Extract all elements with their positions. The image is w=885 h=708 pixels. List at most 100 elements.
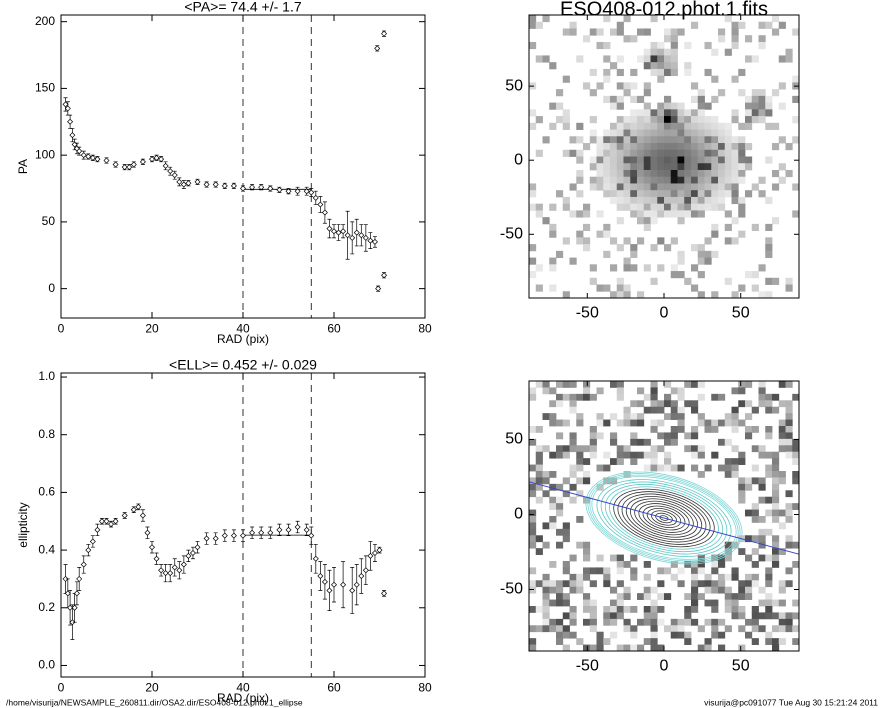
image-pixel [630,567,638,575]
image-pixel [778,445,786,453]
image-pixel [657,41,665,50]
data-point [108,521,115,528]
image-pixel [670,41,678,50]
image-pixel [711,122,719,130]
data-point [180,181,187,188]
image-pixel [556,419,564,427]
image-pixel [576,451,584,459]
image-pixel [718,129,726,137]
image-pixel [792,625,800,633]
image-pixel [664,593,672,600]
data-point [94,156,101,163]
image-pixel [616,612,624,620]
image-pixel [664,210,672,218]
image-pixel [711,618,719,626]
image-pixel [684,169,692,178]
data-point [94,526,101,533]
image-pixel [738,381,746,388]
image-pixel [704,136,712,144]
image-pixel [583,458,591,465]
image-pixel [731,149,739,157]
image-pixel [684,136,692,144]
x-tick-label: -50 [576,657,599,674]
image-pixel [556,631,564,639]
image-pixel [657,122,665,130]
image-pixel [731,190,739,198]
image-pixel [650,400,658,408]
image-pixel [583,606,591,613]
image-pixel [583,567,591,575]
image-pixel [785,284,793,292]
image-pixel [731,445,739,453]
data-point [126,164,133,171]
image-pixel [589,644,597,652]
x-tick-label: 20 [145,681,159,695]
image-pixel [535,426,543,433]
image-pixel [738,143,746,151]
image-pixel [603,573,611,581]
image-pixel [711,169,719,178]
image-pixel [569,631,577,639]
image-pixel [691,618,699,626]
image-pixel [704,250,712,258]
image-pixel [650,612,658,620]
image-pixel [562,599,570,607]
image-pixel [535,464,543,472]
image-pixel [711,143,719,151]
image-pixel [738,612,746,620]
image-pixel [616,102,624,110]
image-pixel [751,516,759,523]
image-pixel [616,122,624,130]
image-pixel [616,567,624,575]
image-pixel [704,580,712,588]
image-pixel [670,464,678,472]
image-pixel [562,580,570,588]
image-pixel [529,528,537,536]
image-pixel [792,183,800,191]
image-pixel [610,143,618,151]
image-pixel [542,55,550,63]
image-pixel [670,143,678,151]
image-pixel [616,68,624,77]
image-pixel [691,464,699,472]
image-pixel [576,573,584,581]
image-pixel [556,496,564,504]
image-pixel [569,432,577,440]
image-pixel [657,203,665,211]
image-pixel [664,143,672,151]
image-pixel [765,599,773,607]
image-pixel [778,638,786,645]
image-pixel [670,109,678,117]
image-pixel [772,490,780,498]
image-pixel [711,183,719,191]
image-pixel [697,143,705,151]
image-pixel [630,136,638,144]
data-point [362,567,369,574]
image-pixel [684,62,692,70]
image-pixel [623,606,631,613]
image-pixel [535,55,543,63]
image-pixel [650,451,658,459]
image-pixel [616,190,624,198]
image-pixel [610,95,618,103]
image-pixel [711,223,719,232]
image-pixel [589,163,597,171]
image-pixel [738,419,746,427]
image-pixel [691,136,699,144]
image-pixel [562,149,570,157]
image-pixel [576,580,584,588]
image-pixel [623,129,631,137]
image-pixel [623,156,631,164]
image-pixel [610,136,618,144]
image-pixel [758,612,766,620]
image-pixel [529,522,537,530]
image-pixel [616,387,624,395]
image-pixel [765,400,773,408]
image-pixel [529,638,537,645]
image-pixel [664,400,672,408]
image-pixel [677,143,685,151]
image-pixel [630,203,638,211]
image-pixel [556,586,564,594]
image-pixel [684,445,692,453]
image-pixel [697,196,705,205]
